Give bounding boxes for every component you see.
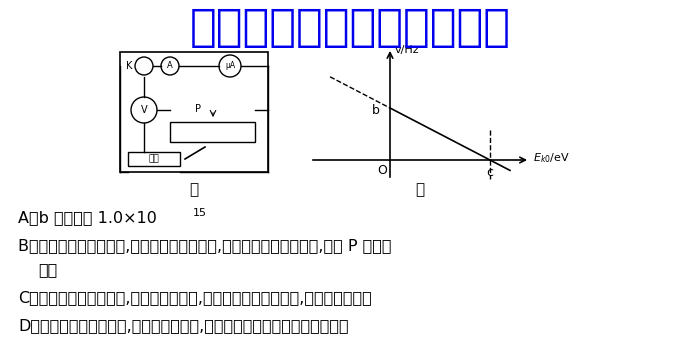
Text: 调节: 调节 bbox=[38, 262, 57, 277]
Bar bbox=[170, 122, 255, 142]
Text: A．b 的数值为 1.0×10: A．b 的数值为 1.0×10 bbox=[18, 210, 157, 225]
Text: A: A bbox=[167, 62, 173, 70]
Text: K: K bbox=[126, 61, 132, 71]
Text: B．当电源左端为正极时,若增大人射光的频率,要使电流计的示数为零,滑片 P 应向右: B．当电源左端为正极时,若增大人射光的频率,要使电流计的示数为零,滑片 P 应向… bbox=[18, 238, 391, 253]
Text: μA: μA bbox=[225, 62, 235, 70]
Text: c: c bbox=[486, 166, 493, 178]
Bar bbox=[120, 52, 268, 172]
Text: 微信公众号关注：趣找答案: 微信公众号关注：趣找答案 bbox=[190, 6, 510, 49]
Text: C．当电源右端为正极时,电流计示数为零,则增大该人射光的光强,电流计会有示数: C．当电源右端为正极时,电流计示数为零,则增大该人射光的光强,电流计会有示数 bbox=[18, 290, 372, 305]
Text: $E_{k0}$/eV: $E_{k0}$/eV bbox=[533, 151, 570, 165]
Text: 15: 15 bbox=[193, 208, 207, 218]
Text: D．当电源右端为正极时,若电流计有示数,则流过电流计的电流方向由上到下: D．当电源右端为正极时,若电流计有示数,则流过电流计的电流方向由上到下 bbox=[18, 318, 349, 333]
Text: b: b bbox=[372, 104, 380, 116]
Text: 乙: 乙 bbox=[415, 183, 425, 198]
Bar bbox=[128, 152, 180, 166]
Text: P: P bbox=[195, 104, 201, 114]
Text: V: V bbox=[141, 105, 147, 115]
Text: 甲: 甲 bbox=[190, 183, 199, 198]
Text: O: O bbox=[377, 163, 387, 177]
Text: v/Hz: v/Hz bbox=[395, 45, 419, 55]
Text: 电源: 电源 bbox=[148, 155, 160, 163]
